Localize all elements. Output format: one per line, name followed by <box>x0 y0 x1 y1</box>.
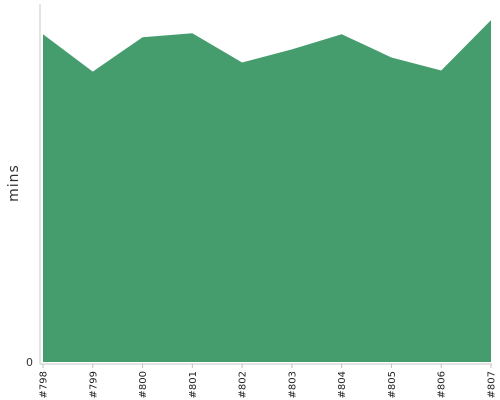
x-tick-label: #805 <box>387 371 398 398</box>
y-tick-label: 0 <box>26 356 33 369</box>
area-layer <box>43 20 491 362</box>
x-tick-label: #806 <box>437 371 448 398</box>
y-axis-title: mins <box>6 164 22 202</box>
x-tick-label: #801 <box>188 371 199 398</box>
area-series-0 <box>43 20 491 362</box>
x-tick-label: #802 <box>238 371 249 398</box>
x-tick-label: #800 <box>138 371 149 398</box>
x-tick-label: #798 <box>39 371 50 398</box>
x-tick-label: #799 <box>88 371 99 398</box>
x-tick-label: #807 <box>487 371 498 398</box>
x-tick-label: #803 <box>287 371 298 398</box>
y-axis-ticks: 0 <box>26 356 33 369</box>
x-tick-label: #804 <box>337 371 348 398</box>
x-axis-ticks: #798 #799 #800 #801 #802 #803 #804 #805 #806 #807 <box>39 364 498 398</box>
